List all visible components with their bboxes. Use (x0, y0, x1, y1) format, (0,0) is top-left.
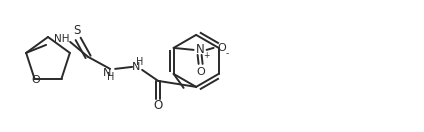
Text: N: N (196, 43, 205, 56)
Text: H: H (107, 72, 115, 82)
Text: H: H (137, 57, 144, 67)
Text: +: + (204, 51, 210, 60)
Text: N: N (132, 62, 140, 72)
Text: -: - (226, 49, 229, 58)
Text: O: O (196, 67, 205, 77)
Text: S: S (73, 24, 81, 37)
Text: NH: NH (54, 34, 70, 44)
Text: O: O (31, 75, 40, 85)
Text: O: O (217, 43, 226, 53)
Text: N: N (103, 68, 112, 78)
Text: O: O (153, 99, 163, 112)
